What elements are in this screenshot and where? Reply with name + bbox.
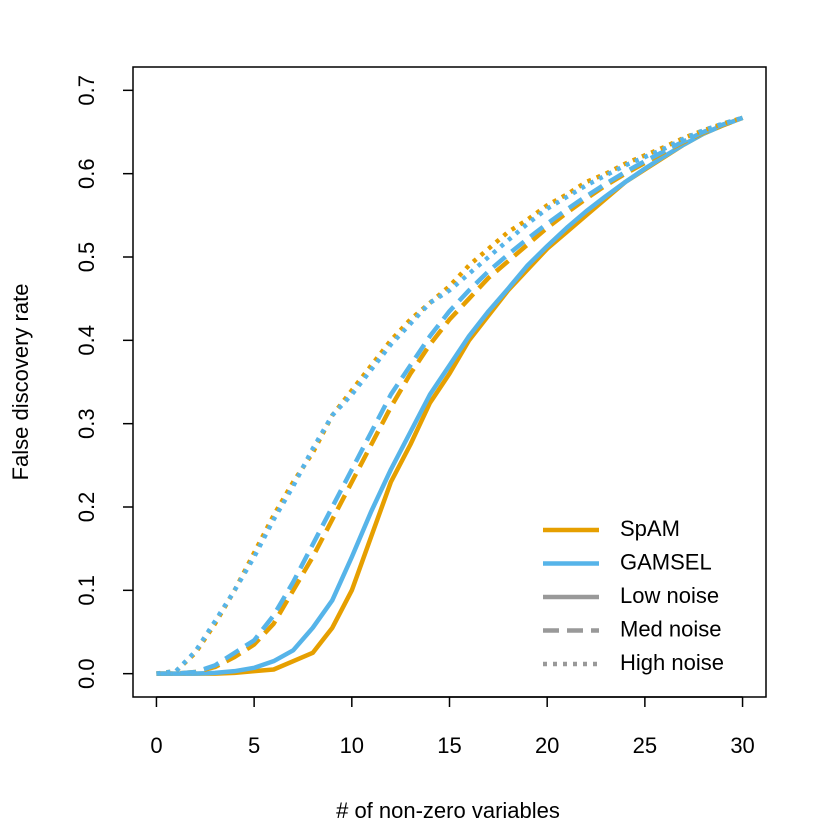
y-tick-label: 0.4 [74,325,99,356]
x-tick-label: 5 [248,733,260,758]
x-tick-label: 25 [633,733,657,758]
x-axis-label: # of non-zero variables [336,798,560,823]
y-tick-label: 0.0 [74,658,99,689]
legend-label: Low noise [620,583,719,608]
y-tick-label: 0.7 [74,75,99,106]
legend-label: SpAM [620,516,680,541]
y-tick-label: 0.6 [74,158,99,189]
y-tick-label: 0.1 [74,575,99,606]
x-tick-label: 20 [535,733,559,758]
x-tick-label: 0 [150,733,162,758]
y-tick-label: 0.2 [74,492,99,523]
series-line [156,115,744,676]
x-tick-label: 10 [340,733,364,758]
x-tick-label: 15 [437,733,461,758]
legend-label: High noise [620,650,724,675]
series-line [156,115,744,676]
legend-label: GAMSEL [620,549,712,574]
series-line [156,115,744,676]
y-tick-label: 0.5 [74,242,99,273]
x-tick-label: 30 [730,733,754,758]
y-axis-label: False discovery rate [8,284,33,481]
series-line [156,115,744,676]
y-tick-label: 0.3 [74,408,99,439]
legend-label: Med noise [620,616,722,641]
